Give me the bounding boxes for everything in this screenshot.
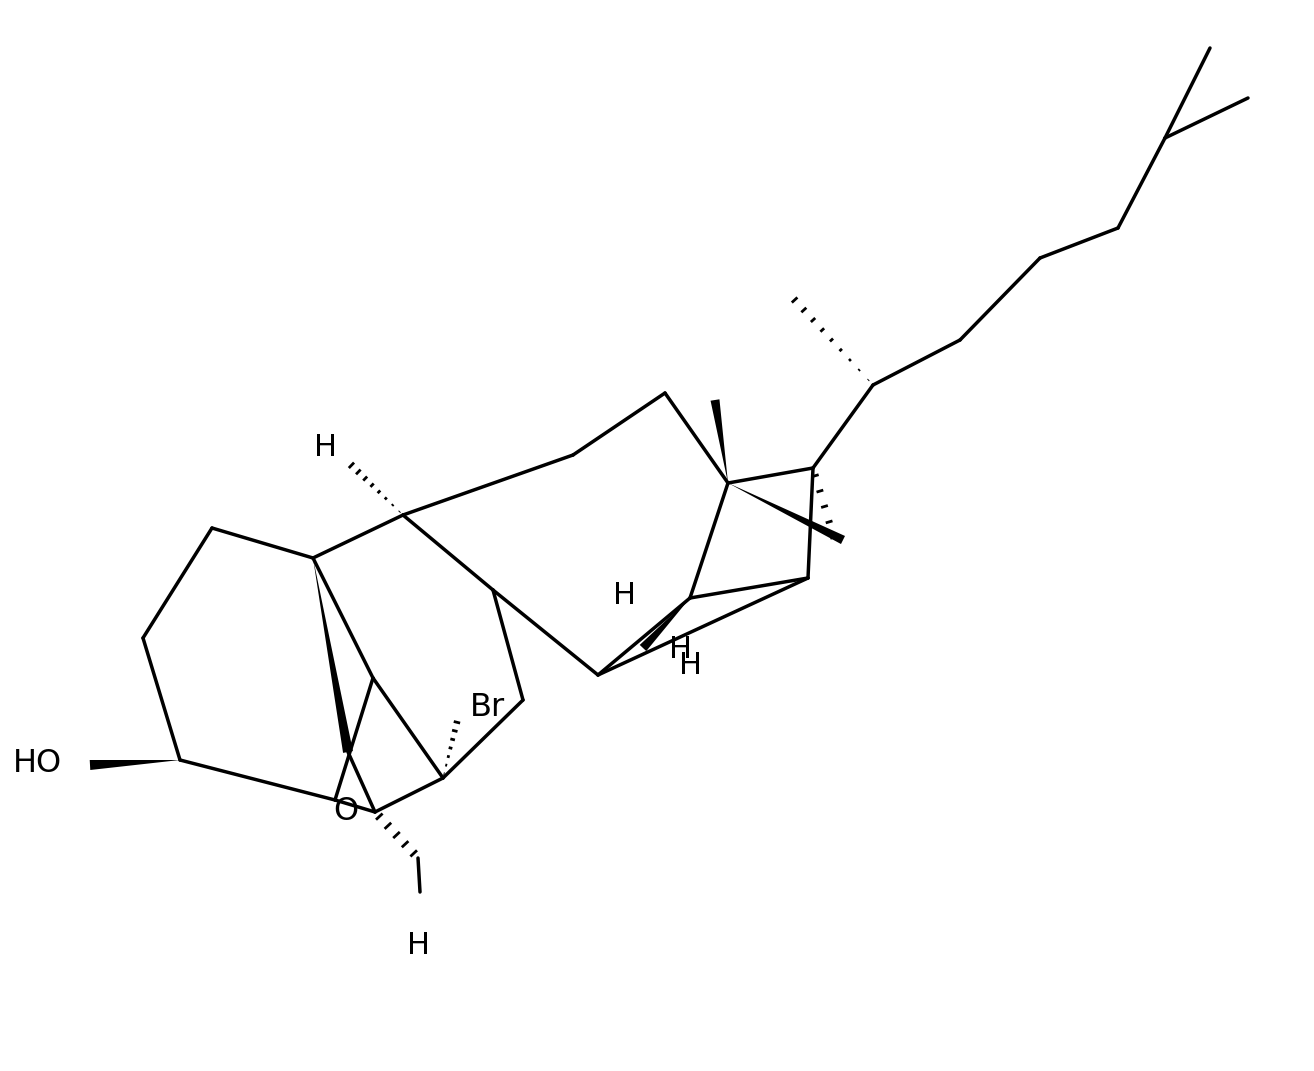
Polygon shape: [313, 558, 353, 753]
Polygon shape: [711, 399, 728, 483]
Text: H: H: [614, 580, 636, 609]
Text: H: H: [669, 635, 691, 664]
Text: H: H: [406, 931, 430, 960]
Text: H: H: [678, 650, 702, 679]
Text: O: O: [332, 797, 357, 828]
Polygon shape: [728, 483, 845, 544]
Polygon shape: [89, 760, 180, 770]
Text: Br: Br: [470, 693, 506, 724]
Text: H: H: [314, 433, 336, 462]
Text: HO: HO: [13, 748, 62, 779]
Polygon shape: [640, 598, 690, 651]
